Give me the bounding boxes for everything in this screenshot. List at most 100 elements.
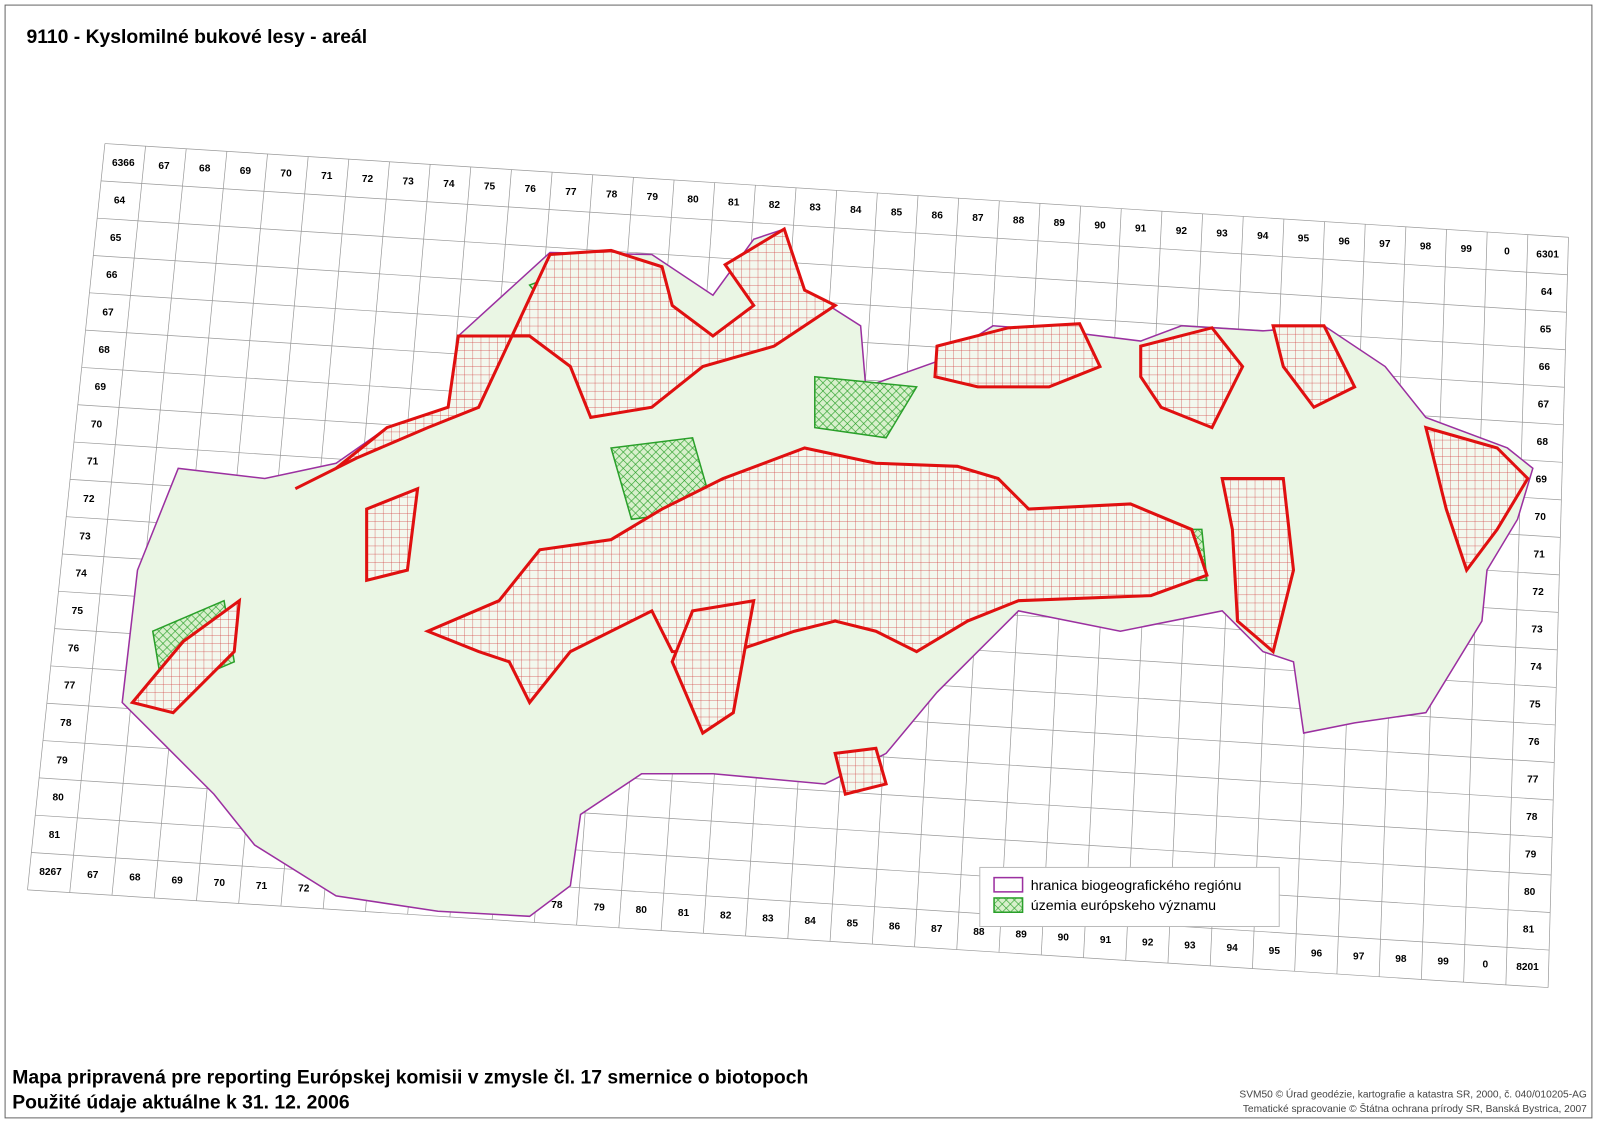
grid-label: 72 [298,883,310,894]
grid-label: 74 [76,569,88,580]
grid-label: 6301 [1536,249,1559,260]
grid-label: 81 [678,908,690,919]
grid-label: 93 [1184,940,1196,951]
grid-label: 70 [91,419,103,430]
grid-label: 76 [525,184,537,195]
grid-line [27,889,1549,988]
grid-label: 98 [1420,242,1432,253]
grid-label: 69 [171,875,183,886]
grid-label: 85 [847,919,859,930]
grid-label: 70 [1535,512,1547,523]
grid-label: 96 [1311,949,1323,960]
grid-label: 98 [1395,954,1407,965]
grid-label: 74 [1530,662,1542,673]
grid-label: 69 [240,166,252,177]
legend: hranica biogeografického regiónu územia … [979,866,1280,927]
grid-label: 94 [1257,231,1269,242]
grid-label: 65 [1540,324,1552,335]
grid-label: 77 [1527,775,1539,786]
grid-label: 91 [1135,223,1147,234]
grid-label: 96 [1338,236,1350,247]
grid-label: 85 [891,208,903,219]
grid-label: 80 [687,195,699,206]
grid-label: 71 [1533,549,1545,560]
legend-swatch [993,876,1024,893]
grid-label: 78 [551,900,563,911]
grid-label: 78 [60,718,72,729]
grid-label: 90 [1094,221,1106,232]
grid-label: 72 [83,494,95,505]
grid-label: 87 [931,924,943,935]
grid-label: 64 [1541,287,1553,298]
grid-label: 84 [804,916,816,927]
habitat-area [294,226,839,491]
habitat-area [129,322,1530,796]
grid-label: 78 [1526,812,1538,823]
footer-line: Mapa pripravená pre reporting Európskej … [12,1066,808,1088]
grid-label: 86 [932,210,944,221]
grid-label: 67 [1538,399,1550,410]
grid-label: 79 [1525,850,1537,861]
legend-label: hranica biogeografického regiónu [1031,878,1242,894]
grid-label: 0 [1482,959,1488,970]
grid-label: 92 [1176,226,1188,237]
grid-label: 67 [102,307,114,318]
grid-label: 73 [79,531,91,542]
legend-box [979,866,1280,927]
grid-label: 70 [214,878,226,889]
credit: Tematické spracovanie © Štátna ochrana p… [1243,1102,1587,1115]
grid-label: 79 [56,755,68,766]
grid-label: 75 [1529,700,1541,711]
grid-label: 64 [114,196,126,207]
grid-label: 67 [158,161,170,172]
grid-label: 79 [647,192,659,203]
grid-label: 71 [321,171,333,182]
grid-label: 76 [68,643,80,654]
credit: SVM50 © Úrad geodézie, kartografie a kat… [1239,1088,1586,1101]
grid-label: 77 [565,187,577,198]
country [121,226,1534,918]
grid-label: 94 [1226,943,1238,954]
legend-label: územia európskeho významu [1031,898,1216,914]
grid-label: 97 [1379,239,1391,250]
grid-label: 79 [593,902,605,913]
grid-label: 93 [1216,229,1228,240]
grid-label: 68 [129,873,141,884]
grid-label: 71 [256,881,268,892]
grid-label: 69 [95,382,107,393]
grid-label: 80 [1524,887,1536,898]
grid-label: 68 [199,163,211,174]
grid-label: 95 [1298,234,1310,245]
grid-label: 71 [87,457,99,468]
grid-label: 90 [1058,932,1070,943]
grid-label: 95 [1269,946,1281,957]
grid-label: 89 [1054,218,1066,229]
grid-label: 8267 [39,867,62,878]
habitat-area [423,446,1209,706]
grid-label: 67 [87,870,99,881]
grid-label: 65 [110,233,122,244]
grid-label: 84 [850,205,862,216]
grid-line [104,143,1569,238]
grid-label: 72 [1532,587,1544,598]
grid-label: 0 [1504,247,1510,258]
grid-label: 86 [889,921,901,932]
grid-label: 72 [362,174,374,185]
map-title: 9110 - Kyslomilné bukové lesy - areál [26,26,367,48]
grid-label: 8201 [1516,962,1539,973]
grid-label: 77 [64,681,76,692]
grid-label: 66 [1539,362,1551,373]
grid-line [31,852,1550,951]
grid-label: 88 [973,927,985,938]
grid-label: 74 [443,179,455,190]
grid-label: 68 [98,345,110,356]
grid-label: 97 [1353,951,1365,962]
legend-swatch [993,897,1024,913]
grid-label: 82 [769,200,781,211]
grid-label: 80 [636,905,648,916]
grid-label: 69 [1536,474,1548,485]
grid-label: 83 [762,913,774,924]
grid-label: 80 [53,793,65,804]
